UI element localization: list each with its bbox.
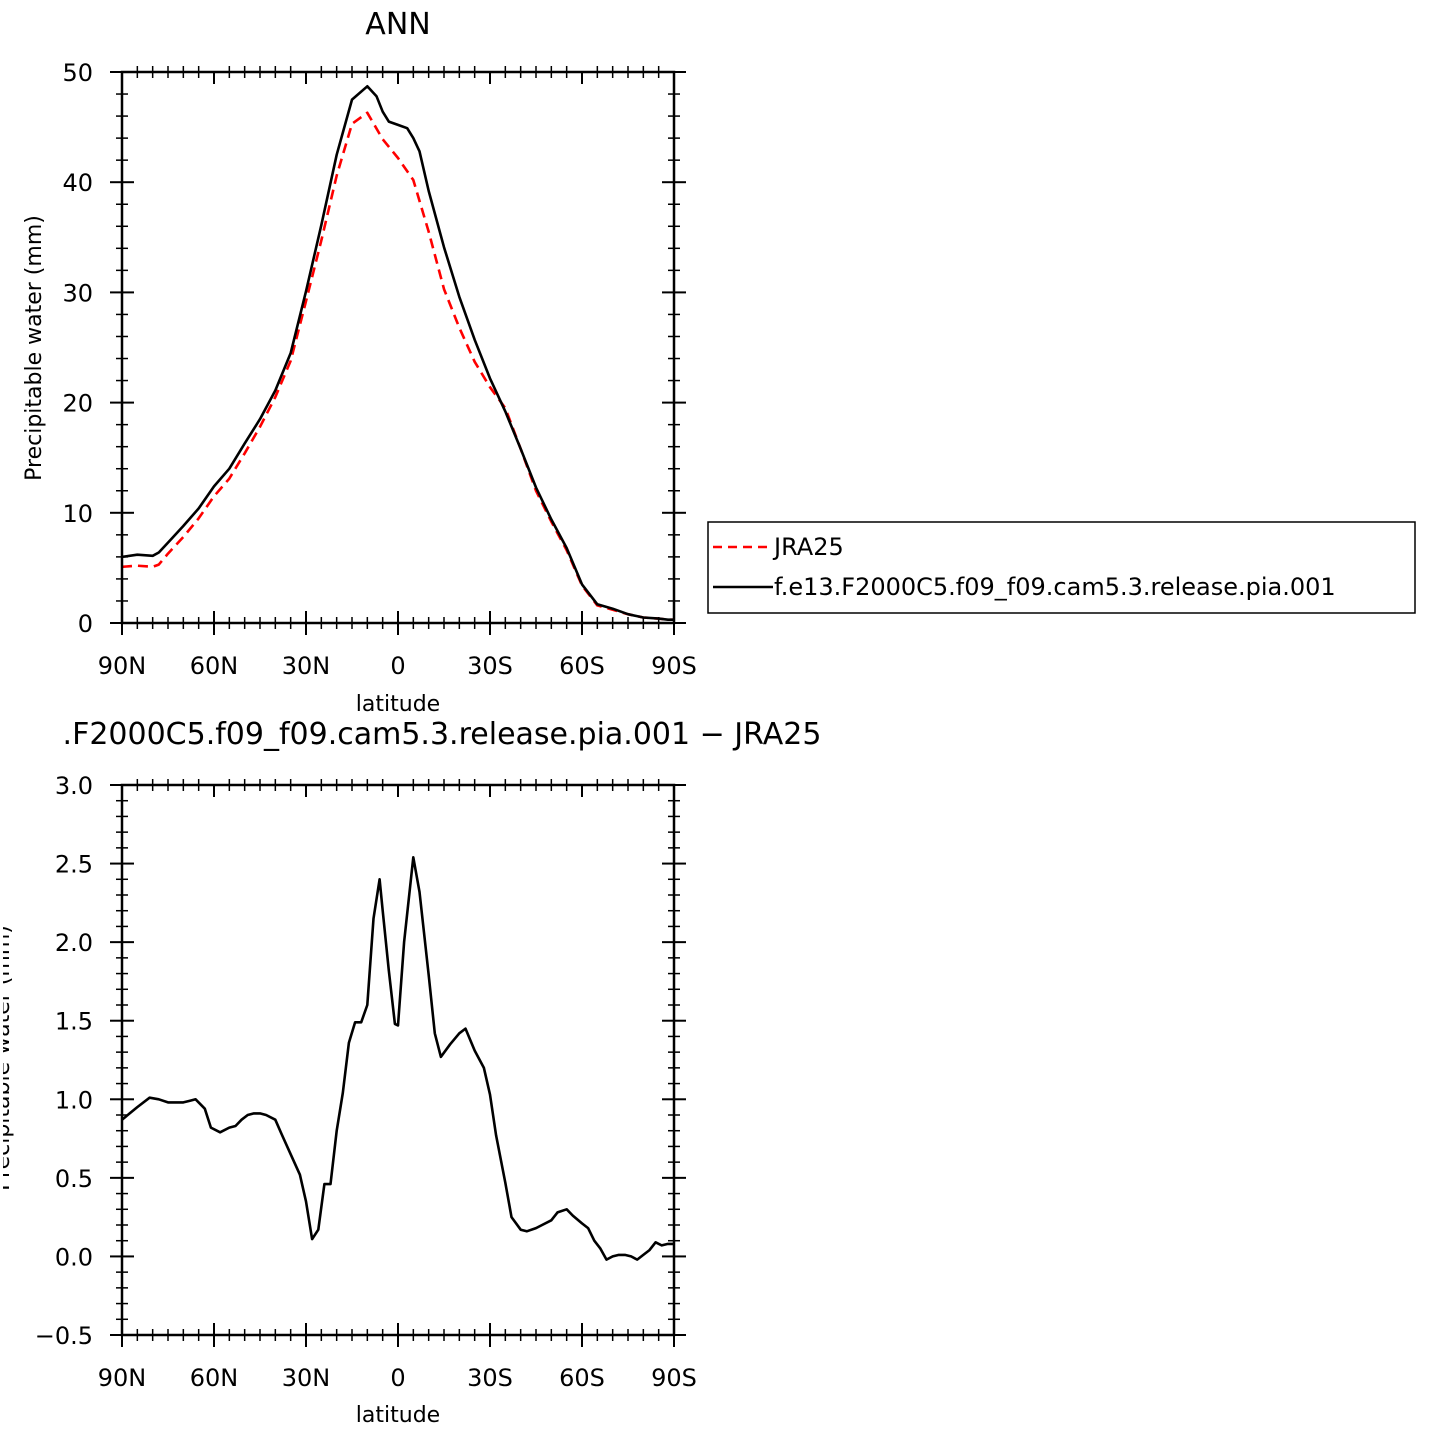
top-y-tick-label: 20 [62,390,93,418]
top-x-tick-label: 30N [282,652,331,680]
bottom-x-tick-label: 30S [467,1364,513,1392]
top-x-tick-label: 90N [98,652,147,680]
bottom-x-tick-label: 90N [98,1364,147,1392]
bottom-x-tick-label: 90S [651,1364,697,1392]
bottom-y-axis-label-clip [0,880,19,1230]
top-chart-title: ANN [365,7,430,42]
top-x-tick-label: 0 [390,652,405,680]
bottom-y-tick-label: 1.5 [55,1008,93,1036]
bottom-x-tick-label: 0 [390,1364,405,1392]
bottom-y-axis-label: Precipitable water (mm) [0,925,15,1191]
top-x-tick-label: 90S [651,652,697,680]
bottom-x-tick-label: 60N [190,1364,239,1392]
top-x-tick-label: 60N [190,652,239,680]
bottom-plot-frame [120,783,676,1337]
bottom-x-tick-label: 30N [282,1364,331,1392]
bottom-x-tick-label: 60S [559,1364,605,1392]
top-plot-frame [120,70,676,625]
legend: JRA25 f.e13.F2000C5.f09_f09.cam5.3.relea… [707,521,1416,614]
top-y-tick-label: 40 [62,169,93,197]
top-series-line-jra25 [121,111,674,622]
bottom-y-tick-label: 2.5 [55,851,93,879]
top-y-axis-label: Precipitable water (mm) [22,215,47,481]
bottom-y-tick-label: 0.0 [55,1243,93,1271]
legend-label-model: f.e13.F2000C5.f09_f09.cam5.3.release.pia… [774,573,1336,601]
bottom-chart-panel: .F2000C5.f09_f09.cam5.3.release.pia.001 … [0,717,821,1428]
legend-label-jra25: JRA25 [772,533,844,561]
top-x-tick-label: 30S [467,652,513,680]
top-x-tick-label: 60S [559,652,605,680]
top-chart-panel: ANN 90N 60N 30N 0 30S 60S 90S 0 10 20 30 40 50 latit… [22,7,697,717]
bottom-chart-title: .F2000C5.f09_f09.cam5.3.release.pia.001 … [63,717,822,752]
top-y-tick-label: 0 [78,610,93,638]
top-series-line-f [121,85,674,622]
bottom-series-line-0 [121,855,674,1261]
bottom-y-tick-label: 1.0 [55,1086,93,1114]
bottom-y-tick-label: 2.0 [55,929,93,957]
top-y-tick-label: 10 [62,500,93,528]
bottom-label-mask [0,770,3,1260]
top-y-tick-label: 30 [62,279,93,307]
bottom-y-tick-label: 0.5 [55,1165,93,1193]
legend-box [707,521,1416,614]
bottom-x-axis-label: latitude [356,1403,440,1428]
bottom-y-tick-label: 3.0 [55,772,93,800]
top-y-tick-label: 50 [62,59,93,87]
bottom-y-tick-label: −0.5 [35,1322,93,1350]
top-x-axis-label: latitude [356,692,440,717]
